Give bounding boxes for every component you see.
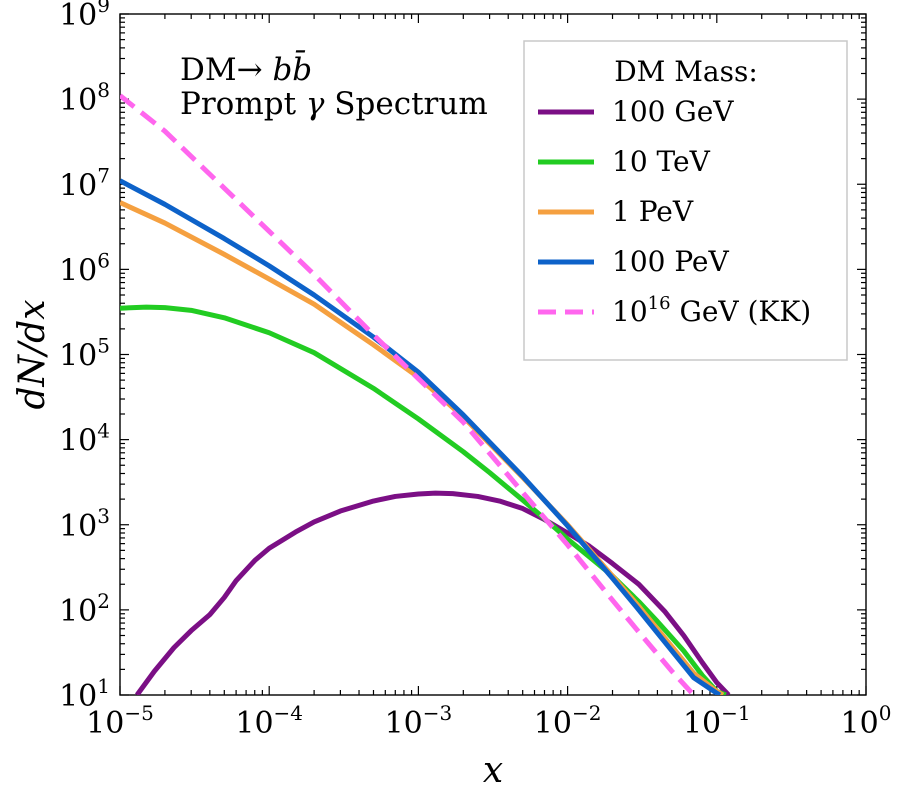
legend-label: 1 PeV xyxy=(612,195,694,228)
y-tick-label: 104 xyxy=(59,419,110,459)
annotation-b-quark: b xyxy=(272,52,292,88)
y-tick-label: 101 xyxy=(59,674,110,714)
process-annotation: DM→ bb̄ Prompt γ Spectrum xyxy=(180,49,488,122)
y-tick-label: 105 xyxy=(59,334,110,374)
annotation-dm-arrow: DM→ xyxy=(180,52,272,88)
y-tick-label: 103 xyxy=(59,504,110,544)
legend-label: 1016 GeV (KK) xyxy=(612,293,811,328)
x-tick-label: 10−4 xyxy=(235,701,303,741)
y-tick-label: 109 xyxy=(59,0,110,33)
annotation-gamma-symbol: γ xyxy=(306,86,325,122)
y-tick-label: 108 xyxy=(59,78,110,118)
x-tick-label: 10−3 xyxy=(385,701,453,741)
x-tick-label: 10−2 xyxy=(534,701,602,741)
annotation-b-antiquark: b̄ xyxy=(292,49,312,88)
y-axis-title: dN/dx xyxy=(12,299,53,409)
data-series xyxy=(120,93,731,695)
legend-label: 10 TeV xyxy=(612,145,711,178)
series-line xyxy=(134,490,731,695)
annotation-line-2: Prompt γ Spectrum xyxy=(180,86,488,122)
series-line xyxy=(120,304,727,695)
legend: DM Mass: 100 GeV 10 TeV 1 PeV 100 PeV 1016 G… xyxy=(523,40,848,361)
legend-entries: 100 GeV 10 TeV 1 PeV 100 PeV 1016 GeV (KK) xyxy=(538,95,811,328)
y-axis-tick-labels: 101 102 103 104 105 106 107 108 109 xyxy=(59,0,110,714)
x-axis-title: x xyxy=(483,750,503,791)
x-tick-label: 10−5 xyxy=(86,701,154,741)
series-line xyxy=(120,93,696,695)
x-tick-label: 10−1 xyxy=(683,701,751,741)
legend-box xyxy=(523,40,848,361)
annotation-spectrum: Spectrum xyxy=(324,86,487,122)
y-tick-label: 102 xyxy=(59,589,110,629)
legend-label: 100 PeV xyxy=(612,245,729,278)
annotation-line-1: DM→ bb̄ xyxy=(180,49,312,88)
annotation-prompt: Prompt xyxy=(180,86,306,122)
series-line xyxy=(120,178,722,695)
y-tick-label: 106 xyxy=(59,248,110,288)
x-tick-label: 100 xyxy=(841,701,892,741)
x-axis-tick-labels: 10−5 10−4 10−3 10−2 10−1 100 xyxy=(86,701,891,741)
legend-title: DM Mass: xyxy=(614,55,758,88)
axis-ticks xyxy=(119,13,867,696)
y-tick-label: 107 xyxy=(59,163,110,203)
legend-label: 100 GeV xyxy=(612,95,734,128)
